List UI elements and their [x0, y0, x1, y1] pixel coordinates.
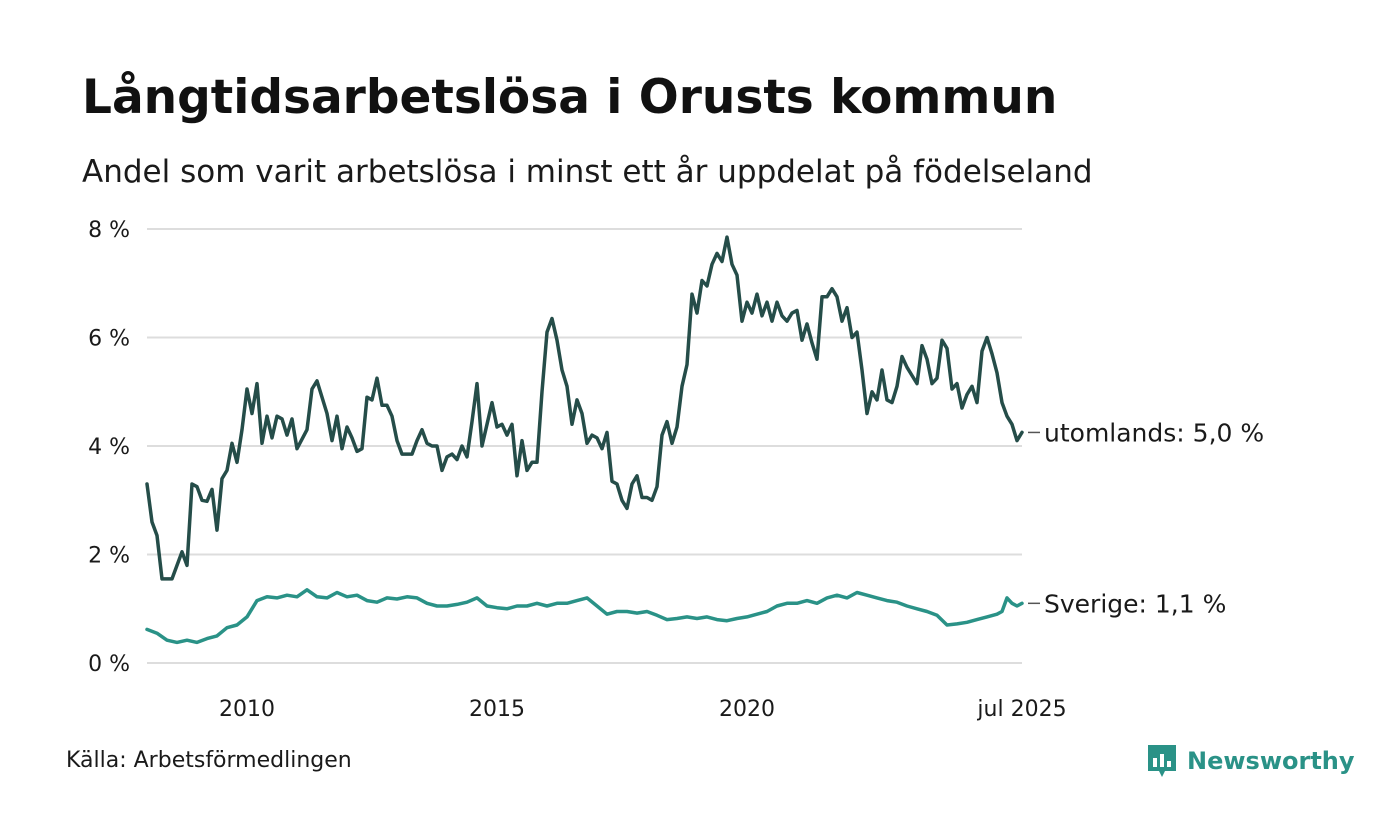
- y-tick-label: 8 %: [88, 218, 130, 243]
- series-end-label-utomlands: utomlands: 5,0 %: [1044, 418, 1264, 447]
- x-tick-label: jul 2025: [976, 697, 1066, 722]
- x-tick-label: 2015: [469, 697, 525, 722]
- brand-name: Newsworthy: [1187, 747, 1355, 775]
- x-tick-label: 2020: [719, 697, 775, 722]
- chart-title: Långtidsarbetslösa i Orusts kommun: [82, 70, 1058, 125]
- label-layer: 0 % 2 % 4 % 6 % 8 % 2010 2015 2020 jul 2025 utoml…: [88, 218, 1264, 722]
- y-tick-label: 0 %: [88, 652, 130, 677]
- grid-layer: [147, 228, 1022, 664]
- brand-logo[interactable]: Newsworthy: [1147, 744, 1355, 778]
- source-note: Källa: Arbetsförmedlingen: [66, 748, 352, 773]
- y-tick-label: 4 %: [88, 435, 130, 460]
- y-tick-label: 2 %: [88, 544, 130, 569]
- series-line-sverige: [145, 588, 1024, 645]
- chart-subtitle: Andel som varit arbetslösa i minst ett å…: [82, 154, 1093, 190]
- series-line-utomlands: [145, 235, 1024, 581]
- series-layer: [145, 235, 1024, 645]
- y-tick-label: 6 %: [88, 327, 130, 352]
- series-end-label-sverige: Sverige: 1,1 %: [1044, 589, 1226, 618]
- newsworthy-logo-icon: [1148, 745, 1176, 777]
- x-tick-label: 2010: [219, 697, 275, 722]
